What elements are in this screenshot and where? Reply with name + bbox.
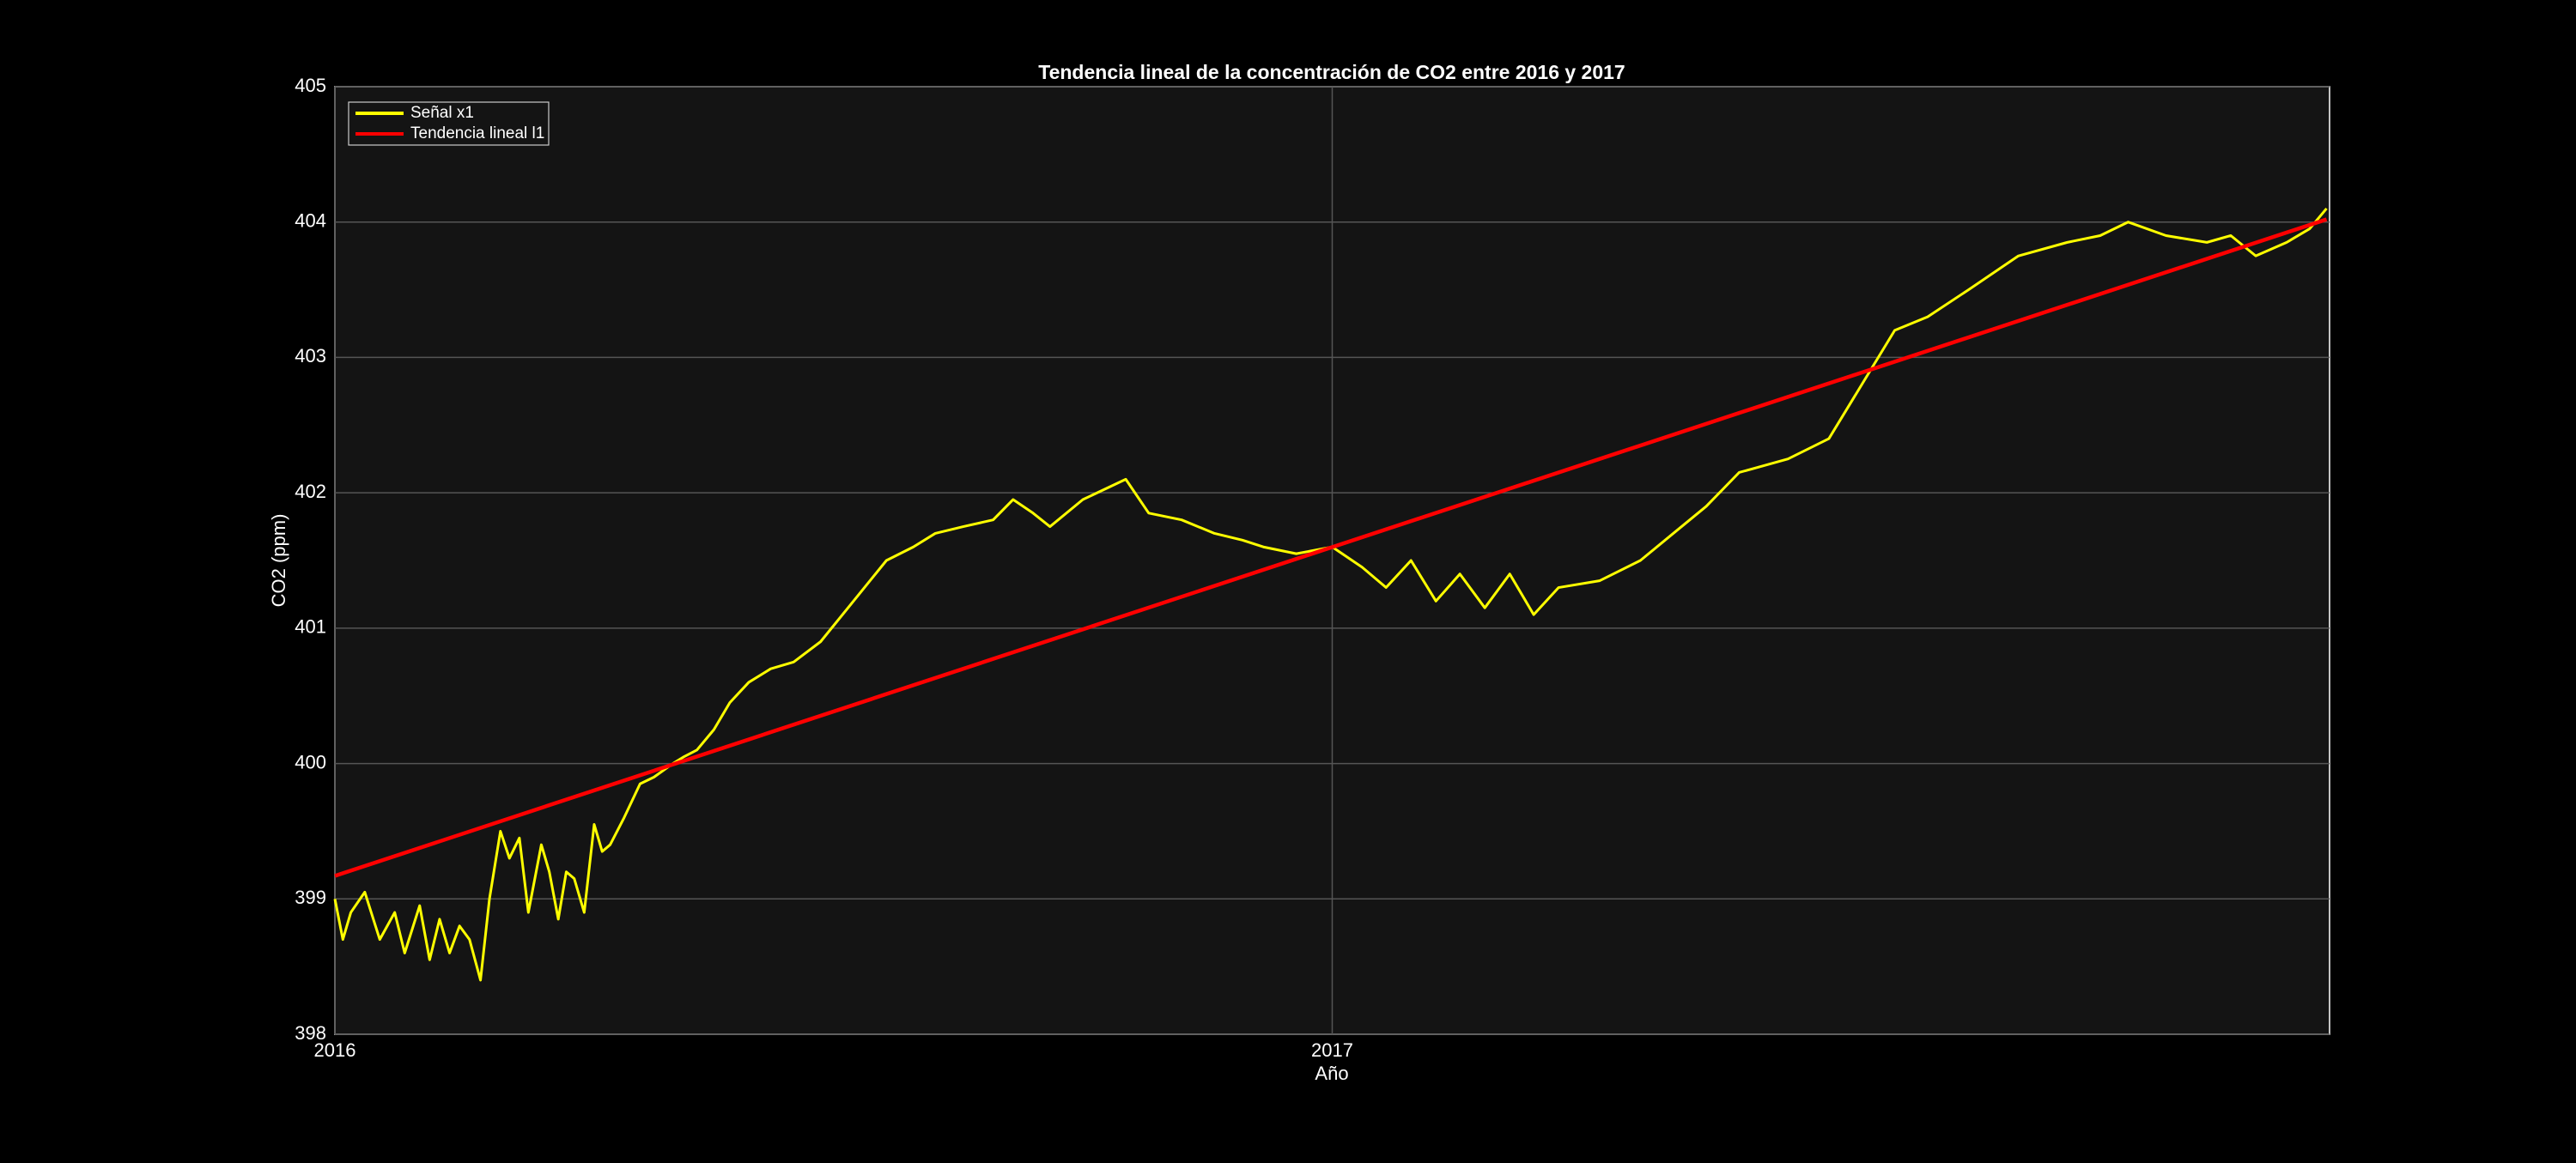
legend-label: Señal x1 <box>410 104 474 122</box>
y-tick-label: 404 <box>295 210 326 232</box>
y-tick-label: 403 <box>295 345 326 366</box>
y-tick-label: 398 <box>295 1022 326 1044</box>
y-tick-label: 405 <box>295 75 326 96</box>
y-axis-label: CO2 (ppm) <box>268 514 289 608</box>
y-tick-label: 402 <box>295 481 326 502</box>
y-tick-label: 401 <box>295 616 326 638</box>
y-tick-label: 400 <box>295 751 326 772</box>
x-tick-label: 2016 <box>314 1039 356 1061</box>
legend-label: Tendencia lineal l1 <box>410 124 544 142</box>
series-line <box>333 207 2328 982</box>
y-tick-label: 399 <box>295 887 326 908</box>
series-line <box>334 217 2328 878</box>
x-tick-label: 2017 <box>1311 1039 1353 1061</box>
x-axis-label: Año <box>1315 1063 1348 1084</box>
legend-box <box>348 101 550 146</box>
chart-title: Tendencia lineal de la concentración de … <box>1038 61 1625 83</box>
